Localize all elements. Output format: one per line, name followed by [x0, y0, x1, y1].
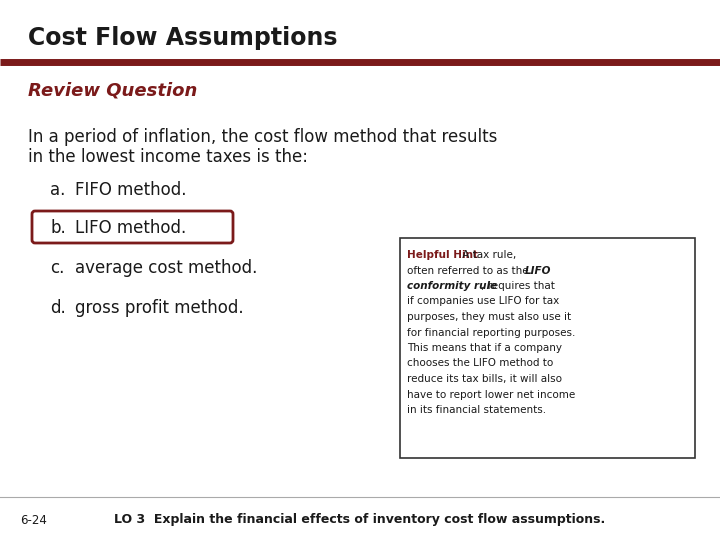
Text: b.: b.	[50, 219, 66, 237]
Text: LO 3  Explain the financial effects of inventory cost flow assumptions.: LO 3 Explain the financial effects of in…	[114, 514, 606, 526]
Text: a.: a.	[50, 181, 66, 199]
Text: A tax rule,: A tax rule,	[459, 250, 516, 260]
Text: d.: d.	[50, 299, 66, 317]
Text: in the lowest income taxes is the:: in the lowest income taxes is the:	[28, 148, 308, 166]
Text: 6-24: 6-24	[20, 514, 47, 526]
Text: reduce its tax bills, it will also: reduce its tax bills, it will also	[407, 374, 562, 384]
Text: for financial reporting purposes.: for financial reporting purposes.	[407, 327, 575, 338]
Text: average cost method.: average cost method.	[75, 259, 257, 277]
Text: gross profit method.: gross profit method.	[75, 299, 243, 317]
Text: c.: c.	[50, 259, 64, 277]
Text: purposes, they must also use it: purposes, they must also use it	[407, 312, 571, 322]
Text: LIFO method.: LIFO method.	[75, 219, 186, 237]
FancyBboxPatch shape	[400, 238, 695, 458]
Text: if companies use LIFO for tax: if companies use LIFO for tax	[407, 296, 559, 307]
Text: This means that if a company: This means that if a company	[407, 343, 562, 353]
Text: chooses the LIFO method to: chooses the LIFO method to	[407, 359, 553, 368]
Text: Cost Flow Assumptions: Cost Flow Assumptions	[28, 26, 338, 50]
Text: Helpful Hint: Helpful Hint	[407, 250, 478, 260]
Text: , requires that: , requires that	[481, 281, 555, 291]
Text: LIFO: LIFO	[525, 266, 552, 275]
Text: FIFO method.: FIFO method.	[75, 181, 186, 199]
Text: often referred to as the: often referred to as the	[407, 266, 532, 275]
FancyBboxPatch shape	[32, 211, 233, 243]
Text: have to report lower net income: have to report lower net income	[407, 389, 575, 400]
Text: In a period of inflation, the cost flow method that results: In a period of inflation, the cost flow …	[28, 128, 498, 146]
Text: in its financial statements.: in its financial statements.	[407, 405, 546, 415]
Text: conformity rule: conformity rule	[407, 281, 497, 291]
Text: Review Question: Review Question	[28, 81, 197, 99]
